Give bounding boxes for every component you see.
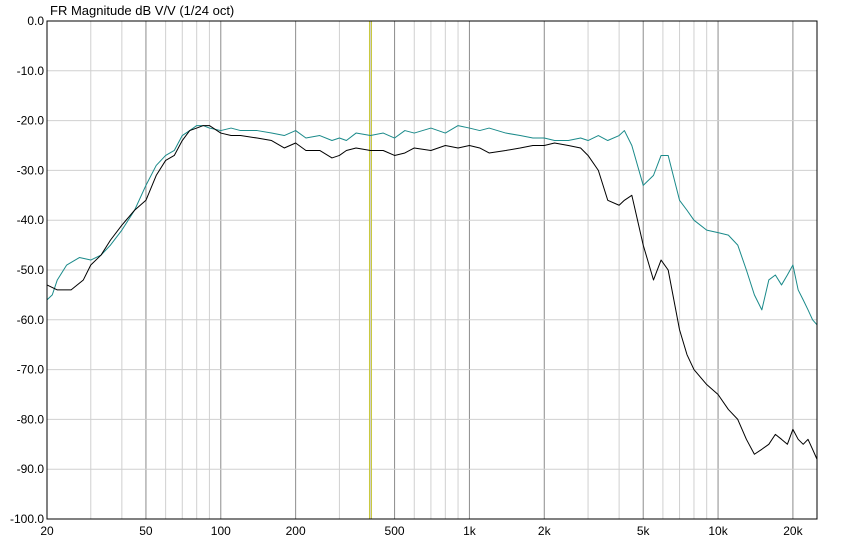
y-tick-label: -100.0 — [10, 512, 44, 526]
x-axis-ticks: 20 50 100 200 500 1k 2k 5k 10k 20k — [40, 524, 803, 538]
x-tick-label: 100 — [211, 524, 231, 538]
x-tick-label: 50 — [139, 524, 153, 538]
y-axis-ticks: 0.0 -10.0 -20.0 -30.0 -40.0 -50.0 -60.0 -70.0 -8… — [10, 14, 44, 526]
x-tick-label: 2k — [538, 524, 552, 538]
y-tick-label: -10.0 — [17, 64, 45, 78]
series-line-2 — [46, 125, 818, 460]
chart-title: FR Magnitude dB V/V (1/24 oct) — [50, 3, 234, 18]
grid — [46, 20, 817, 520]
plot-border — [46, 20, 818, 520]
x-tick-label: 500 — [385, 524, 405, 538]
x-tick-label: 20k — [783, 524, 803, 538]
x-tick-label: 1k — [463, 524, 477, 538]
y-tick-label: -60.0 — [17, 313, 45, 327]
y-tick-label: -90.0 — [17, 462, 45, 476]
y-tick-label: -30.0 — [17, 163, 45, 177]
y-tick-label: -50.0 — [17, 263, 45, 277]
series-line-1 — [46, 125, 818, 326]
y-tick-label: 0.0 — [27, 14, 44, 28]
x-tick-label: 10k — [708, 524, 728, 538]
y-tick-label: -40.0 — [17, 213, 45, 227]
x-tick-label: 200 — [286, 524, 306, 538]
y-tick-label: -80.0 — [17, 412, 45, 426]
marker-group — [368, 21, 372, 519]
x-tick-label: 5k — [637, 524, 651, 538]
y-tick-label: -70.0 — [17, 363, 45, 377]
y-tick-label: -20.0 — [17, 114, 45, 128]
series-group — [46, 125, 818, 460]
x-tick-label: 20 — [40, 524, 54, 538]
